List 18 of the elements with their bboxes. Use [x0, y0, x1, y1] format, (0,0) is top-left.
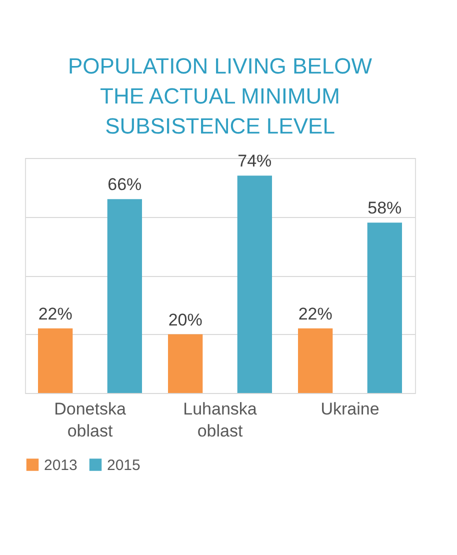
legend-label: 2013	[44, 456, 78, 474]
data-label: 20%	[168, 310, 202, 330]
bar	[367, 222, 402, 393]
data-label: 58%	[368, 198, 402, 218]
legend-label: 2015	[107, 456, 140, 474]
bar	[38, 328, 73, 393]
chart-title: POPULATION LIVING BELOW THE ACTUAL MINIMUM SUBSISTENCE LEVEL	[68, 54, 372, 139]
data-label: 22%	[298, 304, 332, 324]
bar	[107, 199, 142, 393]
bar	[298, 328, 333, 393]
bar	[237, 176, 272, 393]
bar	[168, 334, 203, 393]
data-label: 74%	[238, 152, 272, 171]
x-tick-label: Ukraine	[320, 400, 380, 418]
data-label: 66%	[108, 175, 142, 194]
x-tick-label: Donetska oblast	[54, 400, 126, 440]
data-label: 22%	[38, 304, 72, 324]
x-tick-label: Luhanska oblast	[183, 400, 258, 440]
